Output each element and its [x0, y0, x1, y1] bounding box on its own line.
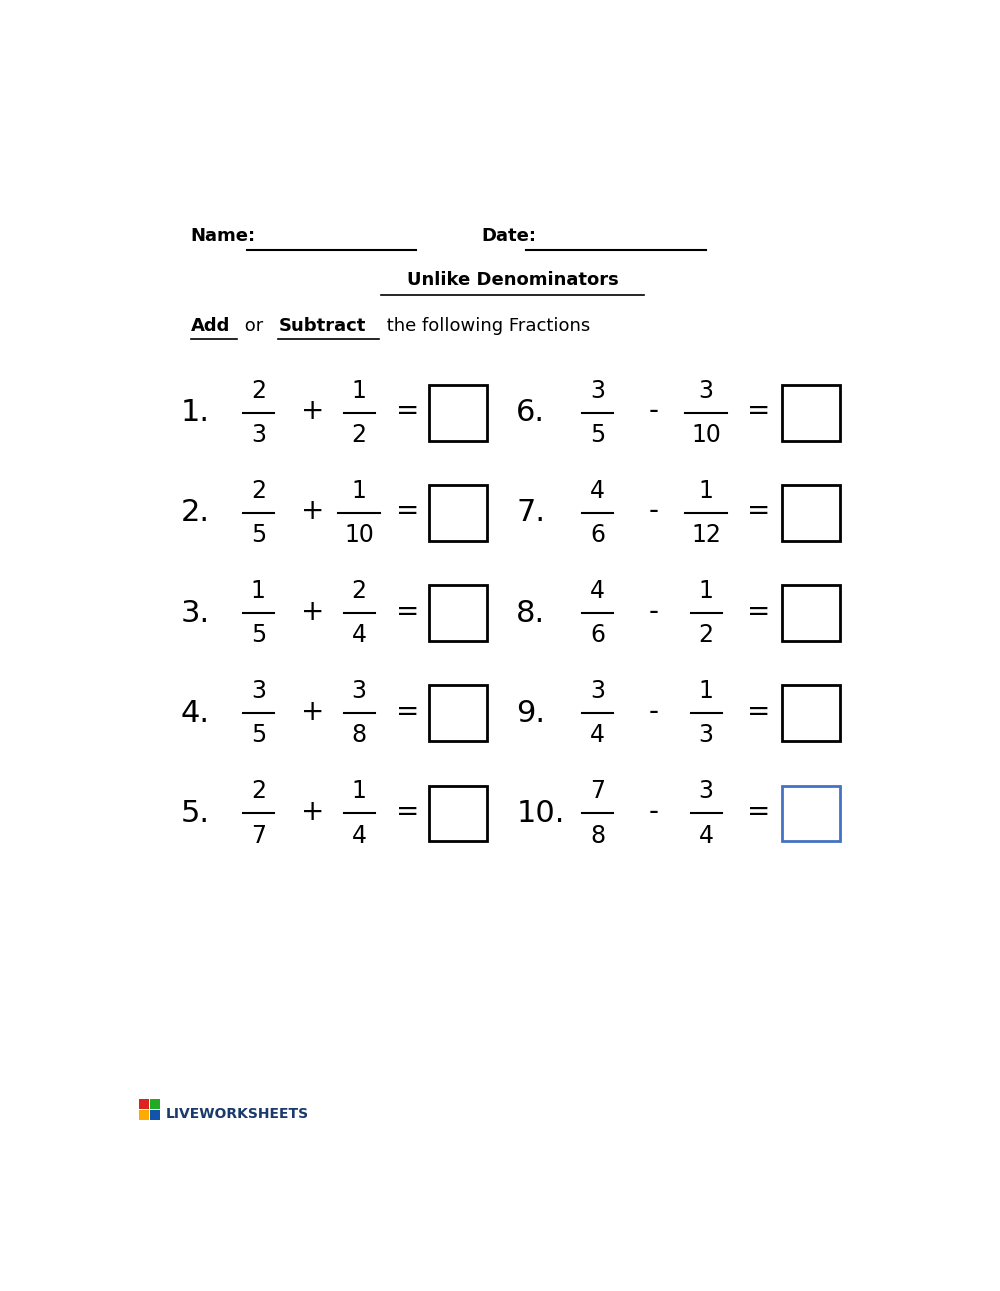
Text: =: =: [747, 798, 771, 826]
Text: 6: 6: [590, 523, 605, 547]
Text: 5: 5: [251, 624, 266, 647]
FancyBboxPatch shape: [782, 585, 840, 640]
Text: 4: 4: [699, 824, 714, 848]
Text: LIVEWORKSHEETS: LIVEWORKSHEETS: [165, 1108, 308, 1122]
FancyBboxPatch shape: [429, 785, 487, 840]
Text: 2: 2: [352, 423, 367, 447]
Text: =: =: [396, 497, 420, 525]
Text: 4: 4: [352, 624, 367, 647]
Text: 3: 3: [699, 378, 714, 403]
Text: 10: 10: [691, 423, 721, 447]
Text: 1: 1: [352, 479, 366, 502]
Text: +: +: [301, 497, 324, 525]
Text: 3: 3: [699, 723, 714, 747]
Text: 3: 3: [251, 423, 266, 447]
Text: 2: 2: [251, 479, 266, 502]
Text: =: =: [396, 598, 420, 626]
FancyBboxPatch shape: [429, 485, 487, 541]
Text: Subtract: Subtract: [278, 316, 366, 334]
Text: +: +: [301, 697, 324, 726]
Text: 10: 10: [344, 523, 374, 547]
Text: Name:: Name:: [191, 227, 256, 245]
Text: 3: 3: [251, 679, 266, 702]
Text: 7: 7: [251, 824, 266, 848]
Text: 5: 5: [251, 523, 266, 547]
Text: 7: 7: [590, 778, 605, 803]
Text: -: -: [649, 497, 659, 525]
Text: 12: 12: [691, 523, 721, 547]
Text: or: or: [239, 316, 269, 334]
FancyBboxPatch shape: [429, 585, 487, 640]
Text: =: =: [747, 697, 771, 726]
Text: =: =: [747, 598, 771, 626]
Text: 8: 8: [590, 824, 605, 848]
Text: +: +: [301, 398, 324, 425]
Text: 5: 5: [251, 723, 266, 747]
Text: -: -: [649, 697, 659, 726]
Text: 5.: 5.: [181, 799, 210, 828]
Text: 2.: 2.: [181, 498, 210, 528]
Text: +: +: [301, 798, 324, 826]
Text: -: -: [649, 398, 659, 425]
Text: 1: 1: [352, 378, 366, 403]
Text: 8: 8: [351, 723, 367, 747]
Text: Add: Add: [191, 316, 230, 334]
FancyBboxPatch shape: [429, 686, 487, 741]
Text: -: -: [649, 598, 659, 626]
FancyBboxPatch shape: [150, 1099, 160, 1109]
Text: =: =: [396, 798, 420, 826]
Text: 3.: 3.: [181, 599, 210, 627]
FancyBboxPatch shape: [150, 1110, 160, 1119]
Text: 3: 3: [590, 679, 605, 702]
FancyBboxPatch shape: [139, 1110, 149, 1119]
Text: =: =: [747, 497, 771, 525]
Text: 8.: 8.: [516, 599, 546, 627]
Text: 4: 4: [352, 824, 367, 848]
Text: 1.: 1.: [181, 399, 210, 427]
Text: 4: 4: [590, 723, 605, 747]
FancyBboxPatch shape: [139, 1099, 149, 1109]
Text: 4: 4: [590, 578, 605, 603]
Text: 1: 1: [352, 778, 366, 803]
Text: 3: 3: [590, 378, 605, 403]
Text: Date:: Date:: [482, 227, 536, 245]
Text: 1: 1: [699, 679, 714, 702]
Text: =: =: [747, 398, 771, 425]
FancyBboxPatch shape: [782, 485, 840, 541]
Text: =: =: [396, 697, 420, 726]
Text: +: +: [301, 598, 324, 626]
FancyBboxPatch shape: [782, 385, 840, 440]
Text: 1: 1: [699, 479, 714, 502]
Text: =: =: [396, 398, 420, 425]
Text: 9.: 9.: [516, 698, 545, 728]
Text: 10.: 10.: [516, 799, 565, 828]
Text: 2: 2: [251, 778, 266, 803]
FancyBboxPatch shape: [782, 785, 840, 840]
Text: 3: 3: [352, 679, 367, 702]
Text: 6.: 6.: [516, 399, 545, 427]
Text: -: -: [649, 798, 659, 826]
Text: 4.: 4.: [181, 698, 210, 728]
Text: the following Fractions: the following Fractions: [381, 316, 590, 334]
Text: 2: 2: [699, 624, 714, 647]
FancyBboxPatch shape: [782, 686, 840, 741]
Text: Unlike Denominators: Unlike Denominators: [407, 271, 618, 289]
Text: 2: 2: [352, 578, 367, 603]
FancyBboxPatch shape: [429, 385, 487, 440]
Text: 3: 3: [699, 778, 714, 803]
Text: 1: 1: [251, 578, 266, 603]
Text: 4: 4: [590, 479, 605, 502]
Text: 5: 5: [590, 423, 605, 447]
Text: 6: 6: [590, 624, 605, 647]
Text: 7.: 7.: [516, 498, 545, 528]
Text: 2: 2: [251, 378, 266, 403]
Text: 1: 1: [699, 578, 714, 603]
